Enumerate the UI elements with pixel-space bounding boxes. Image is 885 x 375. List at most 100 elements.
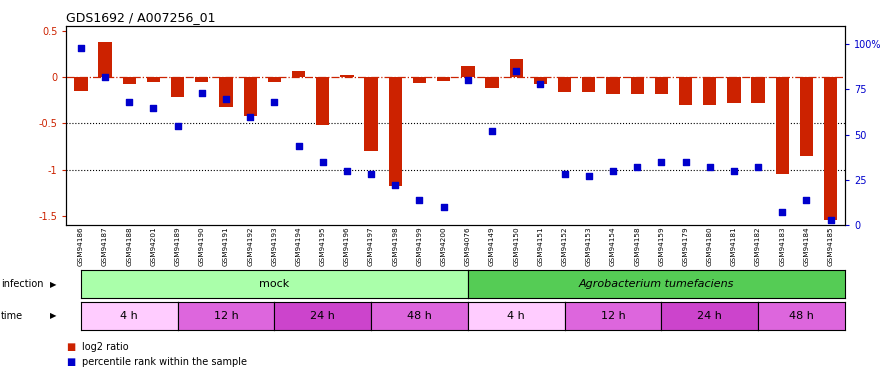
Bar xyxy=(824,77,837,220)
Text: ■: ■ xyxy=(66,357,75,367)
Bar xyxy=(630,77,643,94)
Point xyxy=(485,128,499,134)
Text: 48 h: 48 h xyxy=(407,311,432,321)
Point xyxy=(558,171,572,177)
Text: 4 h: 4 h xyxy=(120,311,138,321)
Point xyxy=(654,159,668,165)
Text: Agrobacterium tumefaciens: Agrobacterium tumefaciens xyxy=(579,279,735,289)
Text: 12 h: 12 h xyxy=(601,311,626,321)
Text: infection: infection xyxy=(1,279,43,289)
Bar xyxy=(389,77,402,186)
Text: GSM94191: GSM94191 xyxy=(223,227,229,266)
Text: GSM94158: GSM94158 xyxy=(635,227,640,266)
Text: mock: mock xyxy=(259,279,289,289)
Text: GSM94185: GSM94185 xyxy=(827,227,834,266)
Text: GSM94159: GSM94159 xyxy=(658,227,665,266)
Text: GSM94194: GSM94194 xyxy=(296,227,302,266)
Text: GSM94182: GSM94182 xyxy=(755,227,761,266)
Text: GSM94200: GSM94200 xyxy=(441,227,447,266)
Point xyxy=(630,164,644,170)
Bar xyxy=(171,77,184,98)
Point xyxy=(98,74,112,80)
Bar xyxy=(558,77,571,92)
Text: GSM94183: GSM94183 xyxy=(780,227,785,266)
Point xyxy=(824,217,838,223)
Text: GSM94186: GSM94186 xyxy=(78,227,84,266)
Text: GSM94195: GSM94195 xyxy=(319,227,326,266)
Bar xyxy=(316,77,329,125)
Bar xyxy=(74,77,88,91)
Text: ■: ■ xyxy=(66,342,75,352)
Point xyxy=(219,96,233,102)
Bar xyxy=(98,42,112,77)
Bar xyxy=(243,77,257,116)
Text: GSM94188: GSM94188 xyxy=(127,227,132,266)
Text: GSM94193: GSM94193 xyxy=(272,227,277,266)
Text: GSM94196: GSM94196 xyxy=(344,227,350,266)
Text: GSM94179: GSM94179 xyxy=(682,227,689,266)
Point xyxy=(534,81,548,87)
Text: GSM94180: GSM94180 xyxy=(707,227,712,266)
Point xyxy=(606,168,620,174)
Point xyxy=(340,168,354,174)
Text: GSM94198: GSM94198 xyxy=(392,227,398,266)
Bar xyxy=(582,77,596,92)
Text: GSM94153: GSM94153 xyxy=(586,227,592,266)
Point xyxy=(122,99,136,105)
Bar xyxy=(147,77,160,82)
Text: GSM94154: GSM94154 xyxy=(610,227,616,266)
Text: log2 ratio: log2 ratio xyxy=(82,342,129,352)
Point xyxy=(243,114,258,120)
Point xyxy=(412,197,427,203)
Text: GSM94189: GSM94189 xyxy=(174,227,181,266)
Point xyxy=(509,68,523,74)
Text: GSM94199: GSM94199 xyxy=(417,227,422,266)
Bar xyxy=(412,77,427,82)
Text: GSM94184: GSM94184 xyxy=(804,227,810,266)
Bar xyxy=(268,77,281,82)
Point xyxy=(146,105,160,111)
Text: GSM94151: GSM94151 xyxy=(537,227,543,266)
Point xyxy=(195,90,209,96)
Text: GSM94187: GSM94187 xyxy=(102,227,108,266)
Text: ▶: ▶ xyxy=(50,311,57,320)
Point xyxy=(364,171,378,177)
Bar xyxy=(510,58,523,77)
Point xyxy=(799,197,813,203)
Bar xyxy=(703,77,716,105)
Bar xyxy=(123,77,136,84)
Bar xyxy=(800,77,813,156)
Bar xyxy=(292,70,305,77)
Bar xyxy=(485,77,499,88)
Bar xyxy=(461,66,474,77)
Point xyxy=(73,45,88,51)
Point xyxy=(389,182,403,188)
Text: GSM94181: GSM94181 xyxy=(731,227,737,266)
Text: GSM94201: GSM94201 xyxy=(150,227,157,266)
Text: GSM94076: GSM94076 xyxy=(465,227,471,266)
Text: GSM94149: GSM94149 xyxy=(489,227,495,266)
Bar xyxy=(365,77,378,151)
Text: percentile rank within the sample: percentile rank within the sample xyxy=(82,357,247,367)
Bar xyxy=(534,77,547,84)
Text: ▶: ▶ xyxy=(50,280,57,289)
Text: GDS1692 / A007256_01: GDS1692 / A007256_01 xyxy=(66,11,216,24)
Point xyxy=(267,99,281,105)
Bar xyxy=(655,77,668,94)
Text: time: time xyxy=(1,311,23,321)
Text: 24 h: 24 h xyxy=(311,311,335,321)
Point xyxy=(461,78,475,84)
Text: 24 h: 24 h xyxy=(697,311,722,321)
Text: GSM94152: GSM94152 xyxy=(562,227,567,266)
Bar xyxy=(751,77,765,103)
Point xyxy=(171,123,185,129)
Bar xyxy=(727,77,741,103)
Text: GSM94150: GSM94150 xyxy=(513,227,519,266)
Bar xyxy=(437,77,450,81)
Text: GSM94197: GSM94197 xyxy=(368,227,374,266)
Bar xyxy=(679,77,692,105)
Bar xyxy=(219,77,233,106)
Bar xyxy=(606,77,619,94)
Point xyxy=(679,159,693,165)
Point xyxy=(581,173,596,179)
